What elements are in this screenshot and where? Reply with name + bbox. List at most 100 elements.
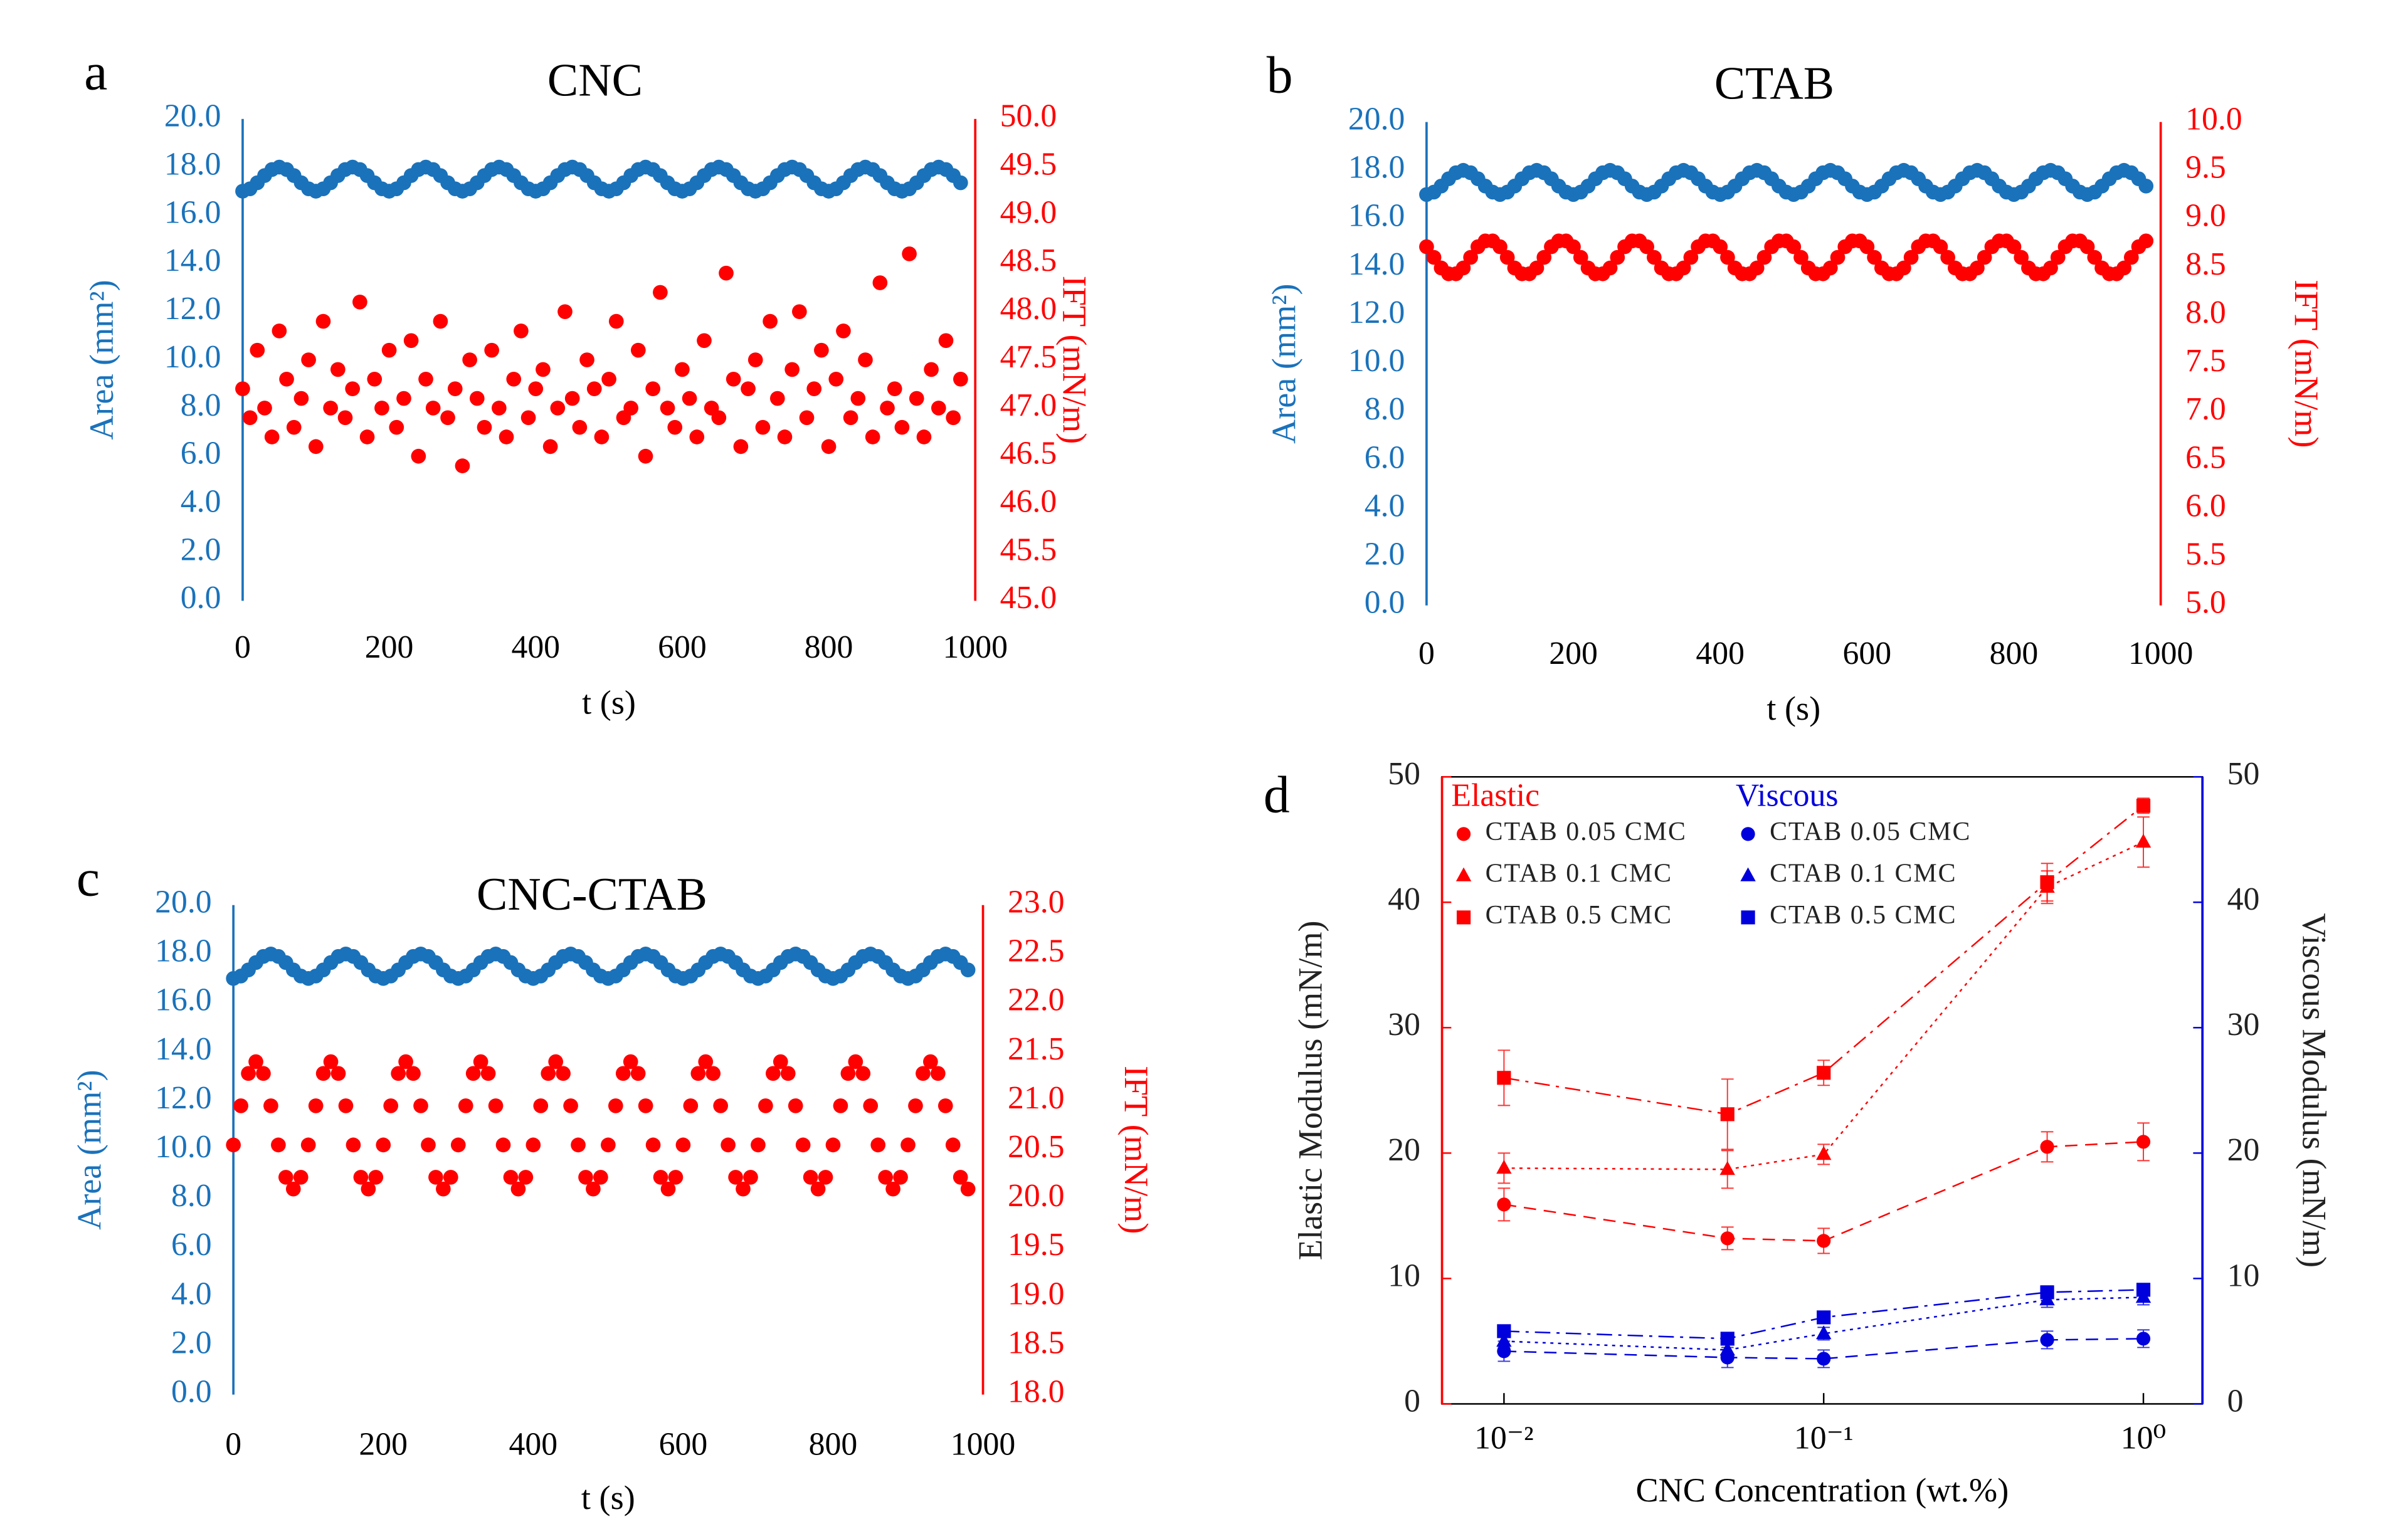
data-point [345,381,361,396]
data-point [330,362,346,377]
y-tick-label: 14.0 [155,1031,212,1067]
y2-tick-label: 22.5 [1008,933,1065,969]
legend-label: CTAB 0.1 CMC [1770,859,1956,888]
data-point [878,1170,893,1185]
y-tick-label: 4.0 [1365,488,1405,523]
y2-tick-label: 48.0 [1000,291,1057,327]
data-point [226,1137,241,1153]
data-point [272,323,287,339]
y-tick-label: 0.0 [171,1374,212,1410]
data-point [264,429,280,444]
data-point [821,439,837,454]
legend-title: Elastic [1451,778,1539,814]
data-point [2040,1333,2054,1347]
y-tick-label: 2.0 [181,532,221,567]
legend-label: CTAB 0.5 CMC [1486,901,1672,930]
data-point [2040,1285,2054,1300]
data-point [840,1066,856,1081]
data-point [630,1066,646,1081]
data-point [2014,250,2029,265]
data-point [601,371,616,387]
data-point [660,401,675,416]
y2-tick-label: 45.0 [1000,580,1057,616]
data-point [1455,260,1471,276]
data-point [638,1098,653,1113]
y-tick-label: 20.0 [1348,102,1405,137]
data-point [2040,1140,2054,1154]
data-point [2136,1135,2151,1149]
data-point [242,410,258,426]
data-point [2040,875,2054,890]
data-point [758,1098,773,1113]
data-point [572,419,588,435]
y-tick-label: 20.0 [164,98,221,134]
data-point [799,410,815,426]
data-point [747,352,763,367]
data-point [323,401,338,416]
y-tick-label: 16.0 [164,194,221,230]
data-point [705,1066,721,1081]
data-point [477,419,492,435]
data-point [923,1054,938,1069]
data-point [278,1170,293,1185]
data-point [241,1066,256,1081]
data-point [2006,239,2022,255]
data-point [293,1170,309,1185]
data-point [256,1066,271,1081]
data-point [533,1098,549,1113]
data-point [1610,250,1625,265]
panel-label: b [1267,46,1293,104]
x-tick-label: 200 [1549,636,1598,671]
data-point [1676,260,1691,276]
legend-label: CTAB 0.5 CMC [1770,901,1956,930]
y2-tick-label: 18.5 [1008,1325,1065,1360]
data-point [1492,239,1508,255]
y2-tick-label: 47.5 [1000,339,1057,375]
y2-axis-label: Viscous Modulus (mN/m) [2295,913,2333,1268]
data-point [520,410,536,426]
y2-tick-label: 48.5 [1000,243,1057,278]
y2-tick-label: 18.0 [1008,1374,1065,1410]
data-point [1426,250,1442,265]
y2-tick-label: 9.0 [2185,198,2226,234]
data-point [1817,1234,1831,1248]
y-axis-label: Area (mm²) [70,1069,108,1229]
y2-tick-label: 23.0 [1008,885,1065,920]
panel-label: a [84,43,107,101]
data-point [1719,1342,1735,1356]
data-point [308,1098,324,1113]
data-point [946,410,961,426]
data-point [488,1098,504,1113]
y2-tick-label: 10 [2227,1258,2260,1293]
data-point [645,1137,661,1153]
data-point [865,429,880,444]
data-point [1756,250,1772,265]
data-point [1496,1333,1512,1347]
data-point [848,1054,863,1069]
data-point [2087,250,2103,265]
chart-title: CNC-CTAB [477,868,707,920]
data-point [248,1054,263,1069]
data-point [462,352,477,367]
y-tick-label: 4.0 [171,1276,212,1311]
y-tick-label: 30 [1388,1007,1420,1043]
data-point [931,401,946,416]
data-point [428,1170,443,1185]
data-point [608,313,624,329]
y-tick-label: 8.0 [181,387,221,423]
data-point [1463,250,1478,265]
y2-tick-label: 0 [2227,1383,2244,1419]
y2-tick-label: 19.5 [1008,1227,1065,1263]
y-tick-label: 0.0 [1365,585,1405,621]
data-point [1719,1161,1735,1175]
y2-tick-label: 50.0 [1000,98,1057,134]
data-point [398,1054,413,1069]
data-point [548,1054,564,1069]
y-tick-label: 0.0 [181,580,221,616]
data-point [1573,250,1588,265]
data-point [623,1054,638,1069]
data-point [564,391,580,406]
data-point [308,439,324,454]
data-point [542,439,558,454]
y2-axis-label: IFT (mN/m) [1117,1066,1155,1234]
